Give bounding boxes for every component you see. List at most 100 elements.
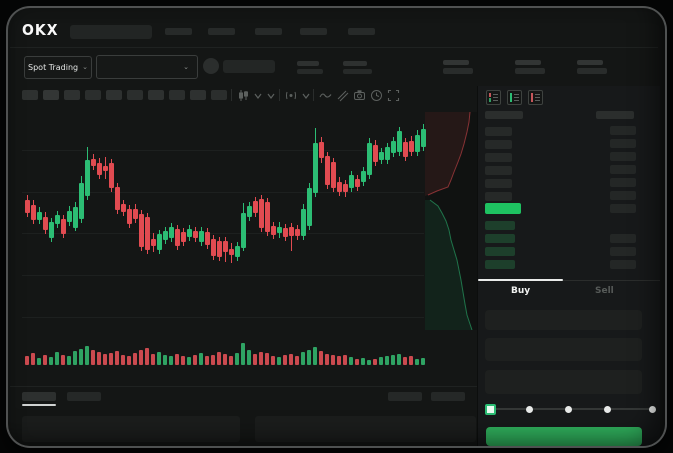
wave-icon[interactable] xyxy=(319,89,332,102)
bids-book-icon[interactable] xyxy=(507,90,522,105)
slider-stop[interactable] xyxy=(603,406,611,413)
ask-row-size-skeleton[interactable] xyxy=(610,152,636,161)
panel-divider xyxy=(477,86,478,446)
bid-row-size-skeleton[interactable] xyxy=(610,260,636,269)
candle-body xyxy=(223,241,228,252)
candlestick-type-icon[interactable] xyxy=(237,89,250,102)
nav-item-skeleton[interactable] xyxy=(208,28,235,35)
okx-logo[interactable]: OKX xyxy=(22,22,59,40)
ticker-stat-skeleton xyxy=(343,69,372,74)
timeframe-skeleton[interactable] xyxy=(22,90,38,100)
amount-input-skeleton[interactable] xyxy=(485,338,642,361)
nav-item-skeleton[interactable] xyxy=(348,28,375,35)
volume-bar xyxy=(205,356,209,365)
volume-bar xyxy=(67,356,71,365)
chevron-down-icon[interactable] xyxy=(253,91,266,104)
timeframe-skeleton[interactable] xyxy=(211,90,227,100)
volume-bar xyxy=(403,357,407,365)
tab-buy[interactable]: Buy xyxy=(511,286,531,296)
buy-submit-button[interactable] xyxy=(486,427,642,446)
volume-bar xyxy=(349,357,353,365)
ticker-stat-skeleton xyxy=(577,60,603,65)
slider-stop[interactable] xyxy=(525,406,533,413)
nav-item-skeleton[interactable] xyxy=(255,28,282,35)
bid-row-price-skeleton[interactable] xyxy=(485,260,515,269)
tab-sell[interactable]: Sell xyxy=(595,286,614,296)
ask-row-size-skeleton[interactable] xyxy=(610,191,636,200)
ask-row-price-skeleton[interactable] xyxy=(485,140,512,149)
asks-book-icon[interactable] xyxy=(528,90,543,105)
combined-book-icon[interactable] xyxy=(486,90,501,105)
price-input-skeleton[interactable] xyxy=(485,310,642,330)
timeframe-skeleton[interactable] xyxy=(169,90,185,100)
candle-body xyxy=(55,215,60,224)
candle-body xyxy=(139,214,144,247)
ticker-stat-skeleton xyxy=(515,68,545,74)
indicator-icon[interactable] xyxy=(285,89,298,102)
bottom-action-skeleton[interactable] xyxy=(431,392,465,401)
slider-stop[interactable] xyxy=(649,406,656,413)
timeframe-skeleton[interactable] xyxy=(106,90,122,100)
header-divider xyxy=(10,47,658,48)
ask-row-size-skeleton[interactable] xyxy=(610,139,636,148)
candle-body xyxy=(205,232,210,245)
bottom-tab-skeleton-active[interactable] xyxy=(22,392,56,401)
volume-bar xyxy=(325,354,329,365)
market-type-dropdown[interactable]: Spot Trading ⌄ xyxy=(24,56,92,79)
candle-body xyxy=(121,204,126,212)
nav-item-skeleton[interactable] xyxy=(300,28,327,35)
camera-icon[interactable] xyxy=(353,89,366,102)
ask-row-price-skeleton[interactable] xyxy=(485,153,512,162)
nav-item-skeleton[interactable] xyxy=(165,28,192,35)
volume-bar xyxy=(313,347,317,365)
timeframe-skeleton[interactable] xyxy=(127,90,143,100)
volume-bar xyxy=(175,354,179,365)
bid-row-price-skeleton[interactable] xyxy=(485,234,515,243)
volume-bar xyxy=(61,355,65,365)
slider-stop[interactable] xyxy=(564,406,572,413)
volume-bar xyxy=(109,353,113,365)
timeframe-skeleton[interactable] xyxy=(190,90,206,100)
clock-icon[interactable] xyxy=(370,89,383,102)
fullscreen-icon[interactable] xyxy=(387,89,400,102)
chart-gridline xyxy=(22,150,424,151)
bid-row-price-skeleton[interactable] xyxy=(485,247,515,256)
volume-bar xyxy=(217,352,221,365)
chevron-down-icon[interactable] xyxy=(266,91,279,104)
bottom-action-skeleton[interactable] xyxy=(388,392,422,401)
total-input-skeleton[interactable] xyxy=(485,370,642,394)
chevron-down-icon[interactable] xyxy=(301,91,314,104)
search-skeleton[interactable] xyxy=(70,25,152,39)
pair-dropdown[interactable]: ⌄ xyxy=(96,55,198,79)
ask-row-size-skeleton[interactable] xyxy=(610,204,636,213)
volume-bar xyxy=(295,356,299,365)
timeframe-skeleton[interactable] xyxy=(43,90,59,100)
ask-row-price-skeleton[interactable] xyxy=(485,166,512,175)
volume-bar xyxy=(97,352,101,365)
volume-bar xyxy=(331,355,335,365)
ask-row-size-skeleton[interactable] xyxy=(610,178,636,187)
ask-row-price-skeleton[interactable] xyxy=(485,127,512,136)
volume-bar xyxy=(25,356,29,365)
volume-bar xyxy=(259,352,263,365)
candle-body xyxy=(91,159,96,166)
volume-bar xyxy=(301,352,305,365)
slider-stop-active[interactable] xyxy=(485,404,496,415)
ask-row-size-skeleton[interactable] xyxy=(610,126,636,135)
bottom-tab-skeleton[interactable] xyxy=(67,392,101,401)
candle-body xyxy=(229,249,234,255)
timeframe-skeleton[interactable] xyxy=(85,90,101,100)
ask-row-size-skeleton[interactable] xyxy=(610,165,636,174)
candle-body xyxy=(409,141,414,152)
compare-icon[interactable] xyxy=(336,89,349,102)
bid-row-size-skeleton[interactable] xyxy=(610,247,636,256)
volume-bar xyxy=(49,357,53,365)
orderbook-header-skeleton xyxy=(485,111,523,119)
volume-bar xyxy=(103,354,107,365)
bid-row-price-skeleton[interactable] xyxy=(485,221,515,230)
timeframe-skeleton[interactable] xyxy=(148,90,164,100)
bid-row-size-skeleton[interactable] xyxy=(610,234,636,243)
ask-row-price-skeleton[interactable] xyxy=(485,192,512,201)
ask-row-price-skeleton[interactable] xyxy=(485,179,512,188)
timeframe-skeleton[interactable] xyxy=(64,90,80,100)
